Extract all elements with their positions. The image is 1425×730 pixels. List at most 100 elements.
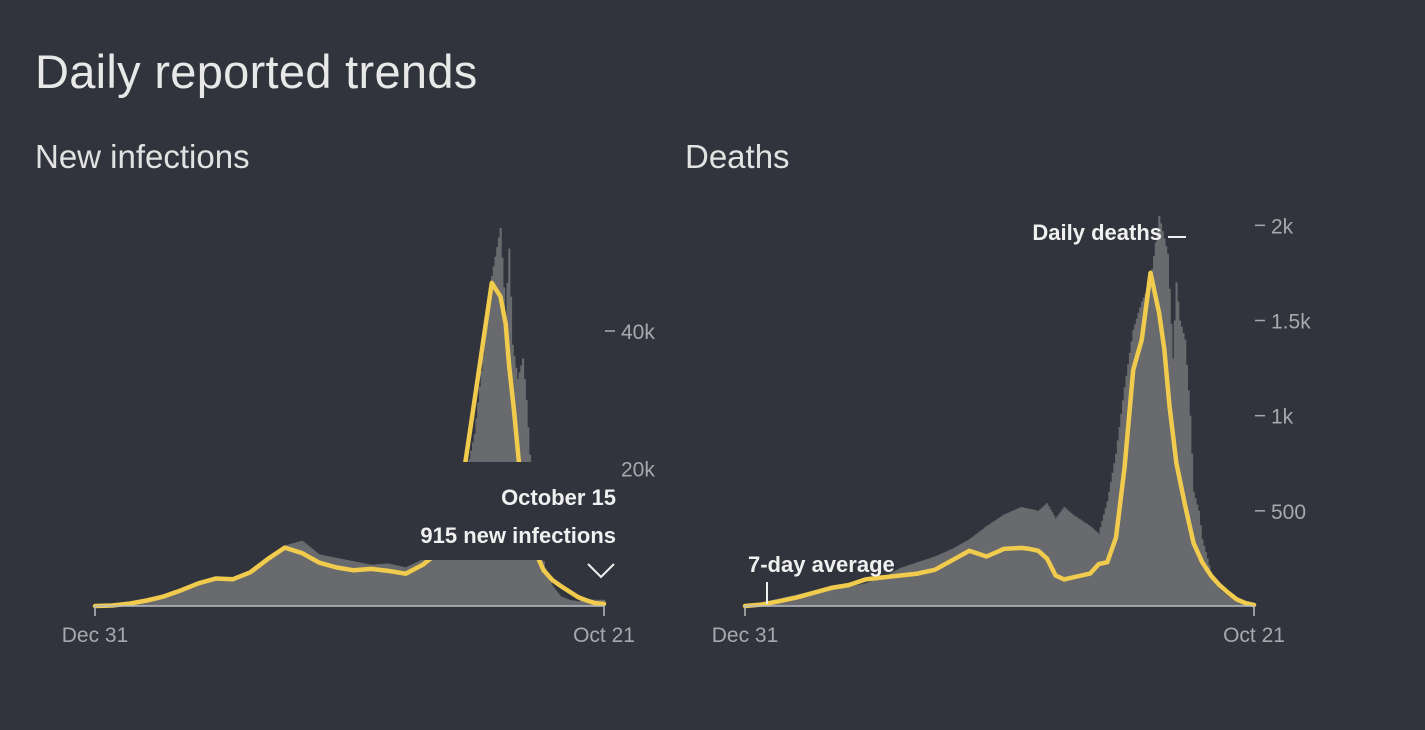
infections-bar: [509, 296, 513, 606]
infections-bar: [259, 562, 262, 606]
deaths-bar: [1137, 312, 1140, 606]
deaths-bar: [1070, 513, 1073, 606]
deaths-bar: [927, 558, 930, 606]
infections-bar: [247, 572, 250, 606]
infections-bar: [442, 537, 445, 606]
infections-bar: [399, 566, 402, 606]
infections-bar: [556, 592, 559, 606]
infections-bar: [584, 599, 587, 606]
infections-bar: [385, 563, 388, 606]
deaths-bar: [949, 549, 952, 606]
deaths-bar: [1075, 516, 1078, 606]
infections-bar: [333, 557, 337, 606]
infections-bar: [261, 561, 264, 606]
infections-bar: [235, 577, 238, 606]
deaths-bar: [1035, 510, 1038, 606]
infections-bar: [454, 519, 457, 606]
deaths-bar: [908, 565, 911, 606]
infections-bar: [578, 600, 582, 606]
infections-bar: [387, 563, 390, 606]
infections-bar: [566, 599, 570, 606]
deaths-bar: [887, 574, 890, 606]
deaths-bar: [1054, 518, 1057, 606]
deaths-bar: [1030, 509, 1033, 606]
deaths-bar: [852, 585, 855, 606]
infections-bar: [375, 564, 378, 606]
deaths-bar: [1199, 525, 1202, 606]
infections-bar: [430, 551, 433, 606]
infections-bar: [340, 558, 343, 606]
infections-bar: [365, 563, 368, 606]
infections-bar: [411, 564, 414, 606]
deaths-panel-title: Deaths: [685, 138, 790, 175]
infections-bar: [541, 552, 544, 606]
deaths-bar: [946, 551, 949, 606]
infections-bar: [232, 579, 235, 606]
deaths-bar: [1127, 364, 1130, 606]
deaths-bar: [1163, 238, 1166, 606]
infections-bar: [192, 584, 195, 606]
deaths-bar: [1142, 297, 1145, 606]
infections-bar: [409, 565, 413, 606]
deaths-bar: [939, 554, 942, 606]
deaths-bar: [802, 593, 805, 606]
infections-bar: [451, 524, 454, 606]
deaths-bar: [1140, 301, 1144, 606]
deaths-bar: [878, 578, 881, 606]
infections-bar: [313, 550, 316, 606]
deaths-bar: [1077, 518, 1080, 606]
deaths-bar: [1125, 375, 1128, 606]
infections-bar: [377, 564, 380, 606]
deaths-bar: [1215, 583, 1218, 606]
deaths-bar: [1084, 522, 1087, 606]
deaths-bar: [813, 590, 816, 606]
infections-bar: [218, 578, 221, 606]
deaths-bar: [792, 595, 795, 606]
infections-bar: [245, 573, 249, 606]
infections-bar: [157, 597, 161, 606]
deaths-bar: [1073, 515, 1076, 606]
infections-bar: [283, 545, 287, 606]
infections-bar: [354, 561, 357, 606]
deaths-bars: [745, 215, 1256, 606]
deaths-bar: [1211, 575, 1214, 606]
deaths-bar: [1170, 323, 1173, 606]
infections-bar: [490, 276, 494, 606]
deaths-bar: [1175, 282, 1178, 606]
infections-bar: [352, 561, 356, 606]
deaths-bar: [1089, 526, 1092, 606]
infections-bar: [144, 600, 147, 606]
deaths-bar: [1153, 255, 1156, 606]
infections-bar: [359, 562, 362, 606]
deaths-bar: [1204, 552, 1207, 606]
deaths-bar: [947, 550, 950, 606]
infections-bar: [304, 543, 307, 606]
infections-bar: [537, 532, 540, 606]
infections-bar: [499, 227, 502, 606]
deaths-bar: [963, 542, 966, 606]
deaths-bar: [914, 562, 918, 606]
infections-bar: [173, 592, 176, 606]
infections-bar: [344, 559, 347, 606]
deaths-bar: [1218, 588, 1221, 606]
infections-bar: [142, 601, 145, 606]
deaths-bar: [873, 580, 876, 606]
tooltip-date: October 15: [501, 485, 616, 510]
deaths-bar: [858, 584, 861, 606]
deaths-bar: [1154, 242, 1157, 606]
infections-bar: [145, 600, 149, 606]
infections-bar: [449, 527, 452, 606]
infections-bar: [176, 590, 180, 606]
infections-bar: [297, 541, 300, 606]
infections-bar: [209, 579, 212, 606]
deaths-bar: [826, 589, 830, 606]
infections-bar: [271, 553, 274, 606]
infections-y-tick-label: 40k: [621, 321, 655, 344]
infections-bar: [175, 591, 178, 606]
infections-bar: [154, 598, 157, 606]
deaths-bar: [1037, 510, 1040, 606]
infections-bar: [328, 556, 331, 606]
deaths-bar: [1180, 326, 1183, 606]
infections-bar: [152, 598, 155, 606]
deaths-bar: [845, 587, 849, 606]
